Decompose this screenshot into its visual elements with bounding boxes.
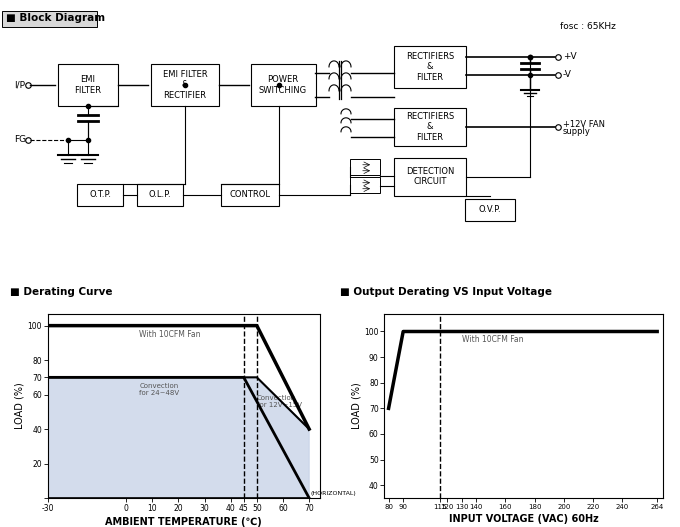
Bar [465, 199, 515, 221]
Bar [350, 177, 380, 193]
Text: Convection
for 24~48V: Convection for 24~48V [139, 383, 180, 396]
X-axis label: INPUT VOLTAGE (VAC) 60Hz: INPUT VOLTAGE (VAC) 60Hz [449, 514, 598, 524]
Text: DETECTION
CIRCUIT: DETECTION CIRCUIT [406, 167, 454, 187]
Text: O.V.P.: O.V.P. [479, 205, 501, 214]
Text: (HORIZONTAL): (HORIZONTAL) [311, 491, 356, 496]
Text: FG: FG [14, 135, 26, 144]
Text: EMI FILTER
&
RECTIFIER: EMI FILTER & RECTIFIER [163, 70, 207, 100]
Text: -V: -V [563, 71, 572, 80]
Text: POWER
SWITCHING: POWER SWITCHING [259, 75, 307, 94]
Text: +V: +V [563, 52, 577, 62]
Text: With 10CFM Fan: With 10CFM Fan [139, 330, 201, 339]
Text: EMI
FILTER: EMI FILTER [75, 75, 101, 94]
Bar [250, 64, 316, 106]
Bar [77, 184, 123, 206]
Text: ■ Output Derating VS Input Voltage: ■ Output Derating VS Input Voltage [340, 287, 552, 297]
Text: fosc : 65KHz: fosc : 65KHz [560, 23, 616, 32]
Bar [394, 108, 466, 146]
X-axis label: AMBIENT TEMPERATURE (℃): AMBIENT TEMPERATURE (℃) [105, 517, 262, 527]
Bar [221, 184, 279, 206]
Bar [394, 46, 466, 88]
Text: ■ Derating Curve: ■ Derating Curve [10, 287, 113, 297]
Text: O.T.P.: O.T.P. [89, 190, 111, 199]
Polygon shape [48, 377, 309, 498]
Text: RECTIFIERS
&
FILTER: RECTIFIERS & FILTER [406, 52, 454, 82]
Text: I/P: I/P [14, 81, 25, 90]
Bar [2, 11, 97, 27]
Bar [394, 158, 466, 196]
Text: CONTROL: CONTROL [230, 190, 271, 199]
Text: O.L.P.: O.L.P. [149, 190, 171, 199]
Y-axis label: LOAD (%): LOAD (%) [15, 383, 24, 429]
Text: RECTIFIERS
&
FILTER: RECTIFIERS & FILTER [406, 112, 454, 142]
Text: ■ Block Diagram: ■ Block Diagram [6, 13, 105, 23]
Text: Convection
for 12V~15V: Convection for 12V~15V [257, 395, 302, 408]
Text: supply: supply [563, 128, 591, 136]
Bar [151, 64, 219, 106]
Bar [137, 184, 183, 206]
Text: With 10CFM Fan: With 10CFM Fan [462, 335, 523, 344]
Y-axis label: LOAD (%): LOAD (%) [352, 383, 361, 429]
Bar [350, 159, 380, 175]
Bar [58, 64, 118, 106]
Text: +12V FAN: +12V FAN [563, 120, 605, 129]
